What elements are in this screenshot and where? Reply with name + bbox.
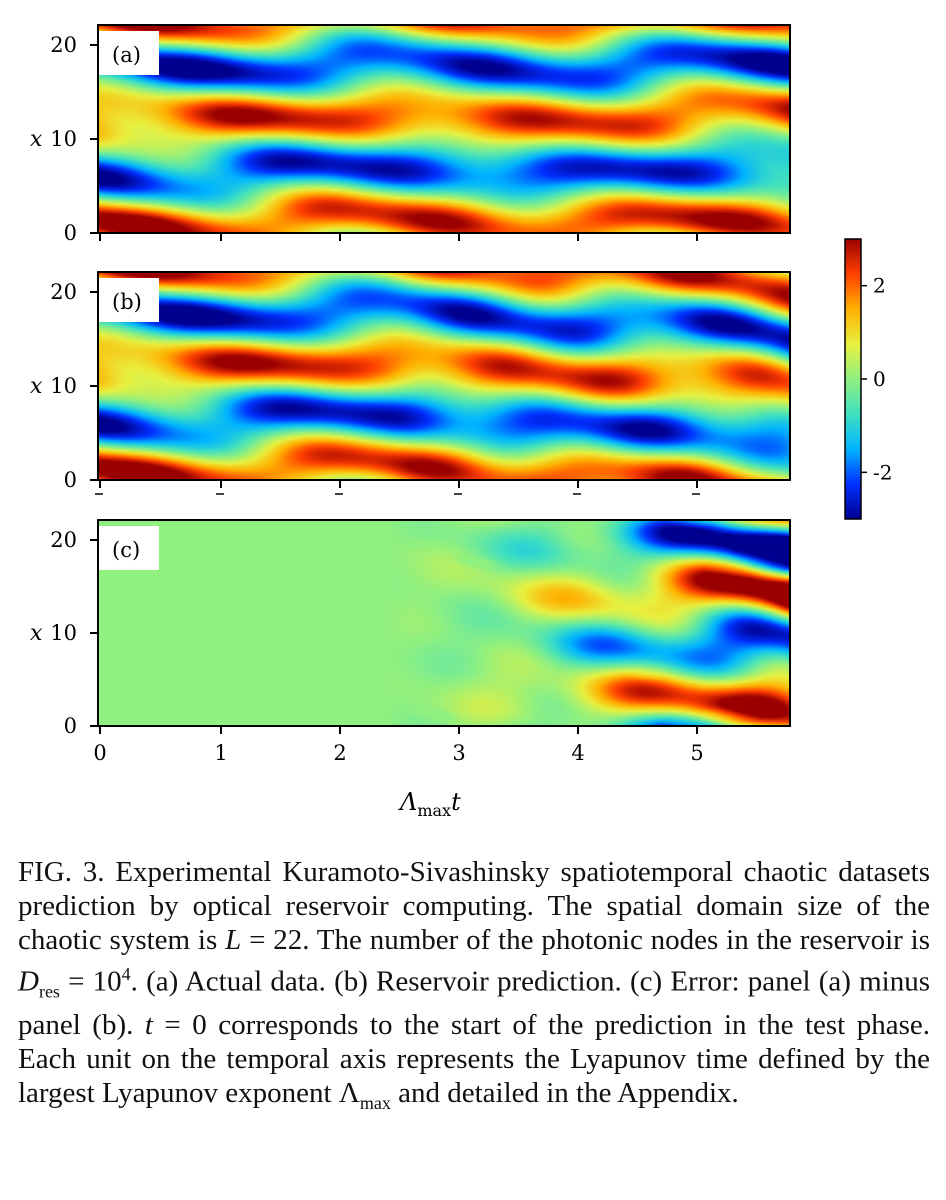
colorbar: 2 0 -2 [844, 238, 892, 520]
caption-lambda-sub: max [359, 1093, 391, 1114]
y-tick-label-a-20: 20 [50, 33, 77, 57]
panel-a: (a) 20 10 0 x [30, 24, 791, 245]
y-tick-label-b-0: 0 [64, 468, 77, 492]
panel-label-box-c [99, 526, 159, 570]
panel-frame-b [97, 271, 791, 481]
x-tick-label-1: 1 [214, 741, 227, 765]
x-tick-label-4: 4 [571, 741, 584, 765]
y-tick-label-b-10: 10 [50, 374, 77, 398]
caption-D: D [18, 965, 39, 998]
panel-label-box-b [99, 278, 159, 322]
x-tick-label-3: 3 [452, 741, 465, 765]
caption-line1: Experimental Kuramoto-Sivashinsky spatio… [18, 856, 931, 922]
panel-b: (b) 20 10 0 x [30, 271, 791, 495]
caption-line2c: = 10 [59, 965, 122, 998]
colorbar-tick-label-neg2: -2 [873, 460, 892, 484]
panel-label-c: (c) [112, 538, 140, 562]
y-axis-label-c: x [30, 621, 43, 646]
y-tick-label-b-20: 20 [50, 280, 77, 304]
x-tick-label-2: 2 [333, 741, 346, 765]
y-tick-label-c-10: 10 [50, 621, 77, 645]
y-tick-label-a-0: 0 [64, 221, 77, 245]
colorbar-gradient [844, 238, 862, 520]
caption-fig-label: FIG. 3. [18, 856, 105, 888]
y-tick-label-c-20: 20 [50, 528, 77, 552]
caption-D-sub: res [38, 981, 60, 1002]
x-tick-label-5: 5 [690, 741, 703, 765]
panel-label-a: (a) [112, 43, 141, 67]
heatmap-image-b [98, 272, 790, 480]
caption-line2d: . (a) Actual data. (b) Reservoir predict… [18, 965, 930, 1042]
y-tick-label-a-10: 10 [50, 127, 77, 151]
x-axis-label: Λmaxt [398, 788, 461, 820]
y-axis-label-b: x [30, 374, 43, 399]
x-ticks-c [99, 726, 698, 734]
caption-line2a: The spatial domain size of the chaotic s… [18, 890, 930, 956]
panel-frame-a [97, 24, 791, 234]
x-ticks-a [99, 233, 698, 241]
caption-line2b: = 22. The number of the photonic nodes i… [241, 924, 930, 956]
caption-line3: = 0 corresponds to the start of the pred… [18, 1009, 931, 1110]
y-tick-label-c-0: 0 [64, 714, 77, 738]
x-ticks-b [99, 480, 698, 488]
panel-c: (c) 20 10 0 x 0 1 2 3 4 5 Λmaxt [30, 519, 791, 820]
heatmap-image-c [98, 520, 790, 726]
y-axis-label-a: x [30, 127, 43, 152]
panel-frame-c [97, 519, 791, 727]
figure-caption: FIG. 3. Experimental Kuramoto-Sivashinsk… [18, 855, 930, 1120]
panel-label-b: (b) [112, 290, 142, 314]
caption-L: L [225, 924, 242, 956]
panel-label-box-a [99, 31, 159, 75]
colorbar-tick-label-0: 0 [873, 367, 886, 391]
x-tick-label-0: 0 [93, 741, 106, 765]
figure: (a) 20 10 0 x (b) 20 10 0 x [30, 24, 892, 820]
colorbar-tick-label-2: 2 [873, 274, 886, 298]
caption-D-sup: 4 [121, 964, 131, 984]
caption-t: t [144, 1009, 153, 1042]
caption-line4: and detailed in the Appendix. [390, 1077, 739, 1110]
heatmap-image-a [98, 25, 790, 233]
